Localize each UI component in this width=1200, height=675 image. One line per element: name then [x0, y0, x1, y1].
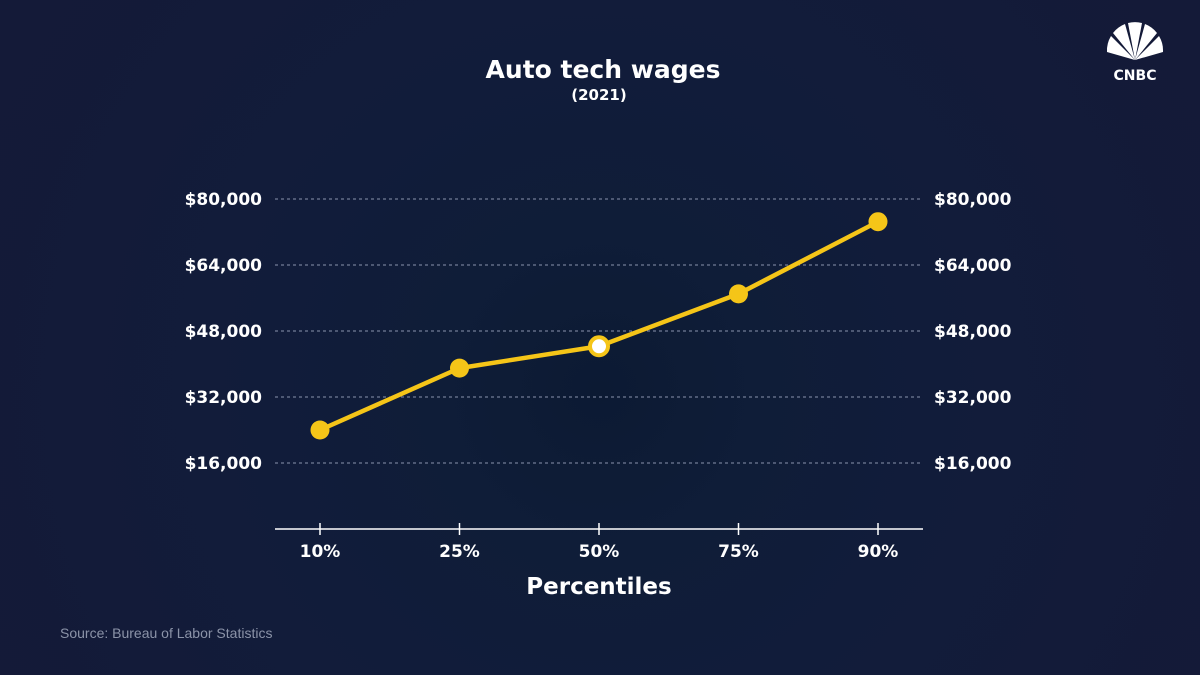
chart-subtitle: (2021) [571, 86, 626, 104]
data-point [310, 420, 330, 440]
source-note: Source: Bureau of Labor Statistics [60, 625, 272, 641]
cnbc-logo: CNBC [1106, 22, 1164, 84]
x-tick-label: 75% [718, 542, 759, 562]
peacock-icon [1106, 22, 1164, 60]
y-tick-label-left: $64,000 [185, 256, 263, 276]
y-axis-right: $16,000 $32,000 $48,000 $64,000 $80,000 [934, 190, 1012, 474]
y-tick-label-right: $48,000 [934, 322, 1012, 342]
y-tick-label-left: $16,000 [185, 454, 263, 474]
y-tick-label-right: $64,000 [934, 256, 1012, 276]
x-tick-label: 25% [439, 542, 480, 562]
x-tick-label: 10% [300, 542, 341, 562]
y-tick-label-left: $80,000 [185, 190, 263, 210]
y-tick-label-right: $80,000 [934, 190, 1012, 210]
data-point [729, 284, 748, 304]
data-point [450, 358, 469, 378]
y-tick-label-right: $16,000 [934, 454, 1012, 474]
x-axis-label: Percentiles [526, 574, 671, 600]
data-point-highlighted [588, 335, 610, 358]
series-line [317, 219, 881, 433]
chart-title: Auto tech wages [486, 55, 721, 84]
y-tick-label-left: $48,000 [185, 322, 263, 342]
y-tick-label-left: $32,000 [185, 388, 263, 408]
y-tick-label-right: $32,000 [934, 388, 1012, 408]
x-tick-label: 90% [858, 542, 899, 562]
y-axis-left: $16,000 $32,000 $48,000 $64,000 $80,000 [185, 190, 263, 474]
logo-wordmark: CNBC [1114, 68, 1157, 84]
gridlines [275, 198, 923, 464]
series-line-group [310, 212, 888, 440]
x-axis: 10% 25% 50% 75% 90% [300, 523, 899, 562]
data-point [868, 212, 888, 232]
x-tick-label: 50% [579, 542, 620, 562]
